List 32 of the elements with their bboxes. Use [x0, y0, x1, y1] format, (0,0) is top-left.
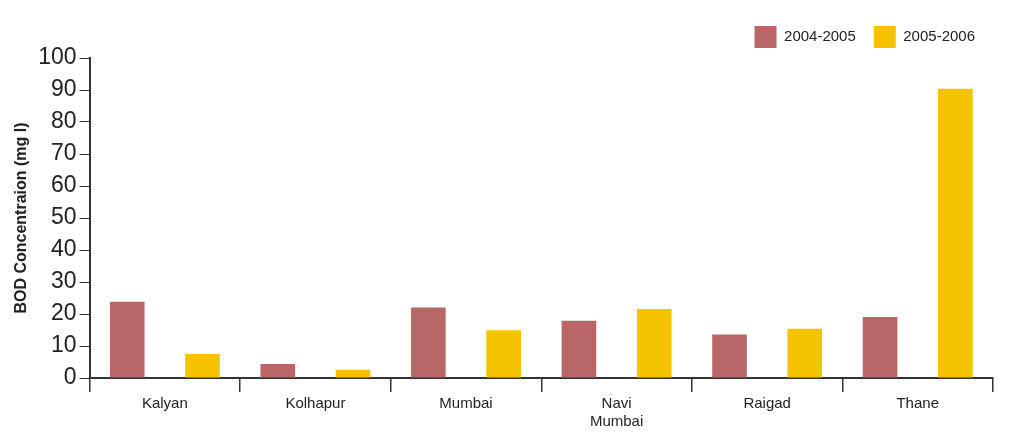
bar	[335, 369, 371, 378]
bar	[109, 301, 145, 378]
x-tick-label: Raigad	[743, 394, 791, 412]
y-tick-label: 90	[50, 75, 77, 102]
bar	[636, 308, 672, 378]
x-tick-label: Kolhapur	[285, 394, 346, 412]
x-tick-label: Mumbai	[439, 394, 493, 412]
legend-label: 2004-2005	[784, 27, 856, 45]
bar	[185, 354, 220, 378]
legend-label: 2005-2006	[903, 27, 975, 45]
bar	[938, 88, 973, 378]
bar	[862, 316, 898, 378]
y-tick-label: 10	[50, 331, 77, 358]
bar	[787, 328, 823, 378]
x-tick-label: Kalyan	[141, 394, 188, 412]
bar	[561, 320, 597, 378]
y-tick-label: 40	[50, 235, 77, 262]
y-tick-label: 70	[50, 139, 77, 166]
y-axis-title: BOD Concentraion (mg l)	[12, 122, 30, 314]
bar	[411, 307, 446, 378]
bar	[486, 330, 521, 378]
y-tick-label: 50	[50, 203, 77, 230]
y-tick-label: 80	[50, 107, 77, 134]
x-tick-label: Thane	[896, 394, 939, 412]
y-tick-label: 100	[38, 43, 77, 70]
y-tick-label: 30	[50, 267, 77, 294]
bar	[712, 334, 747, 378]
x-tick-label: Navi Mumbai	[589, 394, 644, 430]
y-tick-label: 20	[50, 299, 77, 326]
y-tick-label: 0	[63, 363, 77, 390]
y-tick-label: 60	[50, 171, 77, 198]
bar	[260, 363, 296, 378]
